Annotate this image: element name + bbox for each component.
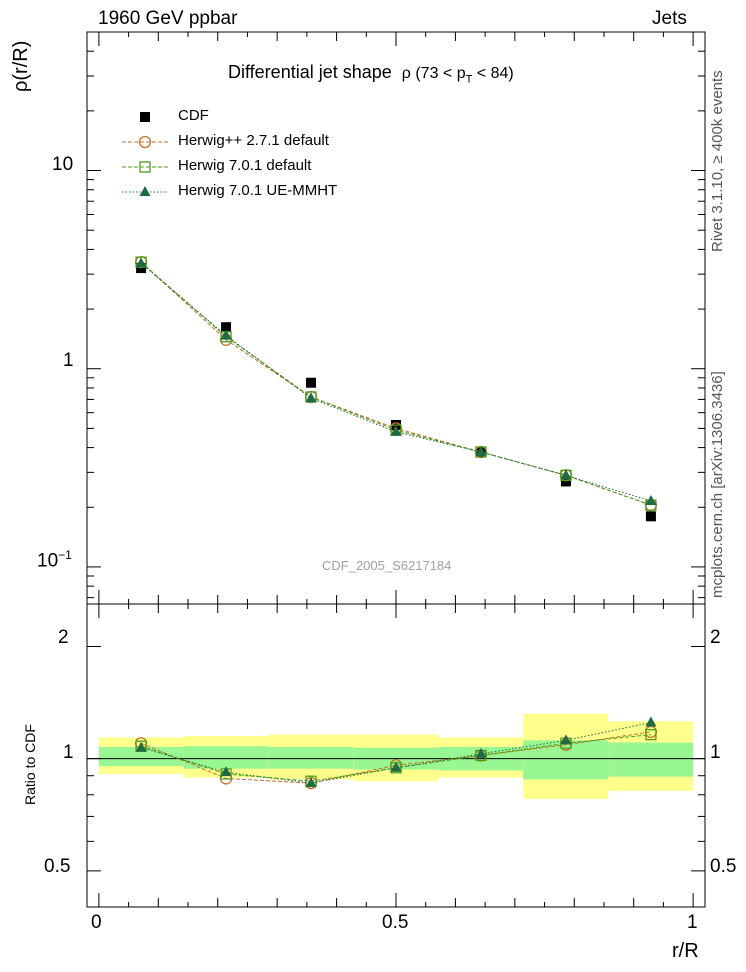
ratio-point-herwig-7-0-1-ue-mmht	[220, 766, 232, 777]
main-ytick-0.1-base: 10	[37, 550, 59, 572]
ratio-point-herwig-7-0-1-ue-mmht	[475, 747, 487, 758]
legend-label-cdf: CDF	[178, 107, 209, 124]
main-line-herwig-7-0-1-default	[140, 261, 652, 506]
ratio-uncertainty-bands	[87, 713, 705, 799]
x-axis-label: r/R	[672, 940, 699, 962]
main-point-herwig-7-0-1-ue-mmht	[560, 469, 572, 480]
ratio-inner-band	[608, 742, 694, 777]
main-line-herwig-2-7-1-default	[140, 261, 652, 506]
main-point-herwig-7-0-1-ue-mmht	[220, 329, 232, 340]
legend-marker-cdf	[140, 112, 150, 122]
main-ytick-0.1: 10−1	[37, 548, 72, 572]
rivet-version-label: Rivet 3.1.10, ≥ 400k events	[709, 70, 726, 252]
legend-label-herwig7-uemmht: Herwig 7.0.1 UE-MMHT	[178, 182, 338, 199]
ratio-plot-frame	[86, 603, 706, 908]
main-point-cdf	[560, 476, 571, 487]
analysis-watermark: CDF_2005_S6217184	[322, 558, 452, 573]
main-point-herwig-7-0-1-ue-mmht	[645, 495, 657, 506]
xtick-0: 0	[91, 912, 102, 933]
main-series-layer	[134, 255, 658, 522]
xtick-0.5: 0.5	[382, 912, 409, 933]
ratio-series-layer	[134, 716, 658, 790]
plot-title: Differential jet shape ρ (73 < pT < 84)	[228, 62, 514, 86]
ratio-inner-band	[98, 746, 184, 767]
ratio-point-herwig-7-0-1-ue-mmht	[645, 716, 657, 727]
ratio-y-axis-label: Ratio to CDF	[22, 724, 38, 805]
ratio-ytick-0.5-left: 0.5	[44, 856, 71, 877]
main-point-cdf	[306, 377, 317, 388]
ratio-point-herwig-7-0-1-default	[645, 728, 657, 741]
xtick-1: 1	[687, 912, 698, 933]
plot-title-rho: ρ (73 < p	[401, 65, 466, 82]
ratio-point-herwig-7-0-1-ue-mmht	[560, 734, 572, 745]
ratio-ytick-1-right: 1	[710, 742, 721, 763]
ratio-ytick-2-left: 2	[58, 627, 69, 648]
main-y-axis-label: ρ(r/R)	[10, 40, 32, 92]
legend-marker-herwig-7-0-1-default	[139, 161, 151, 173]
main-line-herwig-7-0-1-ue-mmht	[140, 263, 652, 502]
plot-title-sub: T	[465, 73, 473, 86]
main-ytick-0.1-exp: −1	[58, 548, 72, 562]
ratio-point-herwig-7-0-1-ue-mmht	[305, 777, 317, 788]
main-point-herwig-7-0-1-ue-mmht	[305, 392, 317, 403]
mcplots-source-label: mcplots.cern.ch [arXiv:1306.3436]	[709, 371, 726, 598]
plot-title-tail: < 84)	[472, 65, 514, 82]
energy-label: 1960 GeV ppbar	[98, 8, 238, 29]
ratio-ytick-1-left: 1	[63, 742, 74, 763]
legend-markers	[122, 112, 168, 196]
main-point-cdf	[221, 322, 232, 333]
legend-label-herwig7-default: Herwig 7.0.1 default	[178, 157, 312, 174]
ratio-point-herwig-7-0-1-ue-mmht	[135, 741, 147, 752]
plot-title-main: Differential jet shape	[228, 62, 392, 82]
ratio-ytick-0.5-right: 0.5	[710, 856, 737, 877]
ratio-inner-band	[268, 746, 354, 769]
main-ytick-1: 1	[63, 350, 74, 371]
ratio-ytick-2-right: 2	[710, 627, 721, 648]
main-point-herwig-7-0-1-ue-mmht	[475, 446, 487, 457]
legend-label-herwigpp: Herwig++ 2.7.1 default	[178, 132, 329, 149]
ratio-inner-band	[183, 746, 269, 769]
category-label: Jets	[652, 8, 687, 29]
ratio-point-herwig-7-0-1-ue-mmht	[390, 761, 402, 772]
main-ytick-10: 10	[52, 154, 74, 175]
main-point-herwig-7-0-1-ue-mmht	[135, 257, 147, 268]
main-point-cdf	[645, 511, 656, 522]
ratio-inner-band	[523, 740, 609, 780]
main-point-herwig-7-0-1-ue-mmht	[390, 425, 402, 436]
legend-marker-herwig-7-0-1-ue-mmht	[139, 186, 151, 196]
legend-marker-herwig-2-7-1-default	[138, 135, 152, 149]
